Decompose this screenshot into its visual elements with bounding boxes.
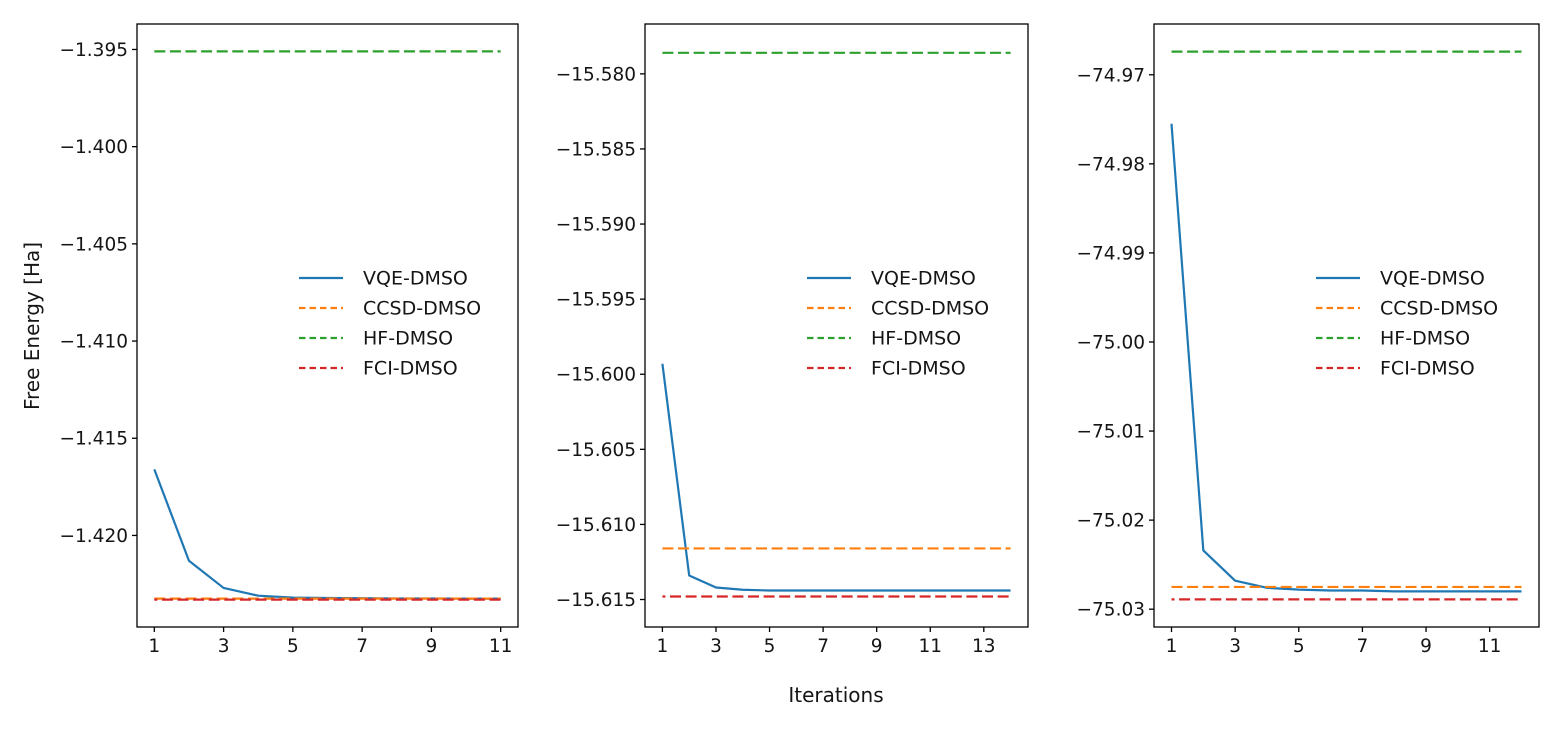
vqe-line xyxy=(661,363,1011,592)
x-tick-label: 7 xyxy=(1357,636,1369,657)
x-tick-label: 5 xyxy=(1293,636,1305,657)
x-axis-label: Iterations xyxy=(788,683,883,707)
x-tick-label: 1 xyxy=(657,636,669,657)
x-tick-label: 11 xyxy=(489,636,513,657)
legend-label: FCI-DMSO xyxy=(1380,358,1475,380)
x-tick-label: 1 xyxy=(1166,636,1178,657)
y-tick-label: −1.415 xyxy=(60,429,128,450)
legend-label: HF-DMSO xyxy=(871,328,961,350)
legend-label: FCI-DMSO xyxy=(363,358,458,380)
y-tick-label: −1.420 xyxy=(60,526,128,547)
subplot-3: −74.97 −74.98 −74.99 −75.00 −75.01 −75.02 −75.… xyxy=(1077,23,1540,657)
x-tick-label: 7 xyxy=(356,636,368,657)
legend-label: HF-DMSO xyxy=(363,328,453,350)
subplot-1: −1.395 −1.400 −1.405 −1.410 −1.415 −1.420 1 3 5 7… xyxy=(60,23,519,657)
y-tick-label: −1.405 xyxy=(60,234,128,255)
axes-frame xyxy=(644,23,1029,628)
y-axis-label: Free Energy [Ha] xyxy=(20,242,44,410)
y-tick-label: −15.610 xyxy=(556,515,636,536)
x-tick-label: 1 xyxy=(148,636,160,657)
y-tick-label: −15.590 xyxy=(556,215,636,236)
legend: VQE-DMSO CCSD-DMSO HF-DMSO FCI-DMSO xyxy=(299,268,481,380)
legend-label: CCSD-DMSO xyxy=(363,298,481,320)
legend-label: HF-DMSO xyxy=(1380,328,1470,350)
axes-frame xyxy=(136,23,519,628)
subplot-2: −15.580 −15.585 −15.590 −15.595 −15.600 −15.6… xyxy=(556,23,1029,657)
y-tick-label: −75.02 xyxy=(1077,511,1145,532)
y-tick-label: −15.585 xyxy=(556,139,636,160)
y-tick-label: −15.615 xyxy=(556,590,636,611)
y-tick-label: −15.580 xyxy=(556,64,636,85)
legend-label: VQE-DMSO xyxy=(363,268,468,290)
x-tick-label: 11 xyxy=(1478,636,1502,657)
x-tick-label: 13 xyxy=(972,636,996,657)
x-tick-label: 3 xyxy=(710,636,722,657)
y-tick-label: −75.01 xyxy=(1077,422,1145,443)
y-tick-label: −1.400 xyxy=(60,137,128,158)
legend-label: FCI-DMSO xyxy=(871,358,966,380)
vqe-line xyxy=(153,468,501,600)
x-tick-label: 5 xyxy=(287,636,299,657)
x-tick-label: 9 xyxy=(426,636,438,657)
legend: VQE-DMSO CCSD-DMSO HF-DMSO FCI-DMSO xyxy=(1316,268,1498,380)
vqe-line xyxy=(1170,123,1522,593)
legend: VQE-DMSO CCSD-DMSO HF-DMSO FCI-DMSO xyxy=(807,268,989,380)
y-tick-label: −74.97 xyxy=(1077,65,1145,86)
x-tick-label: 3 xyxy=(218,636,230,657)
y-tick-label: −75.00 xyxy=(1077,332,1145,353)
y-tick-label: −15.595 xyxy=(556,290,636,311)
legend-label: CCSD-DMSO xyxy=(871,298,989,320)
y-tick-label: −74.98 xyxy=(1077,154,1145,175)
axes-frame xyxy=(1153,23,1540,628)
y-tick-label: −75.03 xyxy=(1077,600,1145,621)
y-tick-label: −15.600 xyxy=(556,365,636,386)
y-tick-label: −15.605 xyxy=(556,440,636,461)
legend-label: CCSD-DMSO xyxy=(1380,298,1498,320)
y-tick-label: −1.395 xyxy=(60,40,128,61)
x-tick-label: 5 xyxy=(764,636,776,657)
x-tick-label: 7 xyxy=(817,636,829,657)
x-tick-label: 3 xyxy=(1229,636,1241,657)
x-tick-label: 9 xyxy=(871,636,883,657)
x-tick-label: 9 xyxy=(1420,636,1432,657)
y-tick-label: −74.99 xyxy=(1077,243,1145,264)
x-tick-label: 11 xyxy=(918,636,942,657)
y-tick-label: −1.410 xyxy=(60,332,128,353)
legend-label: VQE-DMSO xyxy=(871,268,976,290)
legend-label: VQE-DMSO xyxy=(1380,268,1485,290)
